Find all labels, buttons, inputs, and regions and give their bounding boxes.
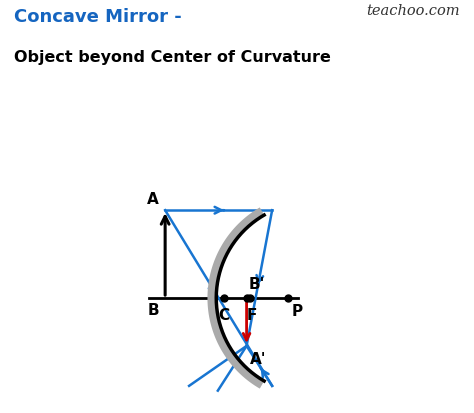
Text: teachoo.com: teachoo.com [366, 4, 460, 18]
Text: A': A' [250, 352, 266, 367]
Text: B': B' [248, 277, 264, 292]
Text: B: B [147, 303, 159, 318]
Text: F: F [246, 308, 256, 323]
Text: Object beyond Center of Curvature: Object beyond Center of Curvature [14, 50, 331, 64]
Text: A: A [147, 192, 159, 207]
Text: P: P [292, 304, 302, 319]
Text: Concave Mirror -: Concave Mirror - [14, 8, 182, 26]
Text: C: C [219, 308, 230, 323]
Polygon shape [208, 207, 264, 389]
